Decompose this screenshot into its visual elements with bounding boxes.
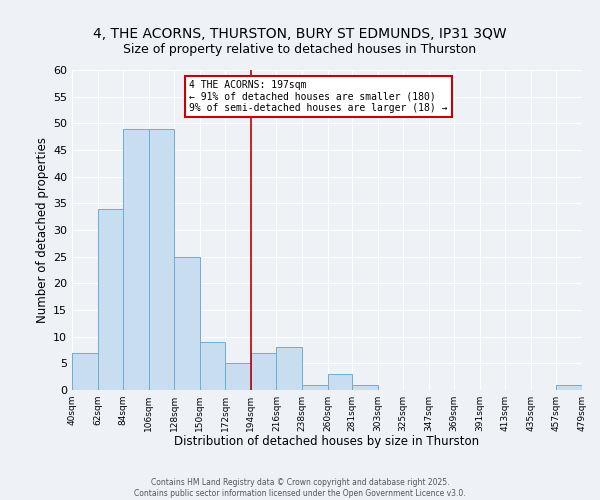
Bar [352, 384, 377, 390]
Bar [302, 384, 328, 390]
Text: 4 THE ACORNS: 197sqm
← 91% of detached houses are smaller (180)
9% of semi-detac: 4 THE ACORNS: 197sqm ← 91% of detached h… [190, 80, 448, 113]
Text: Contains HM Land Registry data © Crown copyright and database right 2025.
Contai: Contains HM Land Registry data © Crown c… [134, 478, 466, 498]
Bar [328, 374, 352, 390]
Y-axis label: Number of detached properties: Number of detached properties [36, 137, 49, 323]
Bar [123, 128, 149, 390]
Bar [98, 208, 123, 390]
Text: 4, THE ACORNS, THURSTON, BURY ST EDMUNDS, IP31 3QW: 4, THE ACORNS, THURSTON, BURY ST EDMUNDS… [93, 28, 507, 42]
Bar [72, 352, 98, 390]
X-axis label: Distribution of detached houses by size in Thurston: Distribution of detached houses by size … [175, 436, 479, 448]
Text: Size of property relative to detached houses in Thurston: Size of property relative to detached ho… [124, 42, 476, 56]
Bar [251, 352, 277, 390]
Bar [200, 342, 226, 390]
Bar [226, 364, 251, 390]
Bar [174, 256, 200, 390]
Bar [149, 128, 174, 390]
Bar [277, 348, 302, 390]
Bar [556, 384, 582, 390]
